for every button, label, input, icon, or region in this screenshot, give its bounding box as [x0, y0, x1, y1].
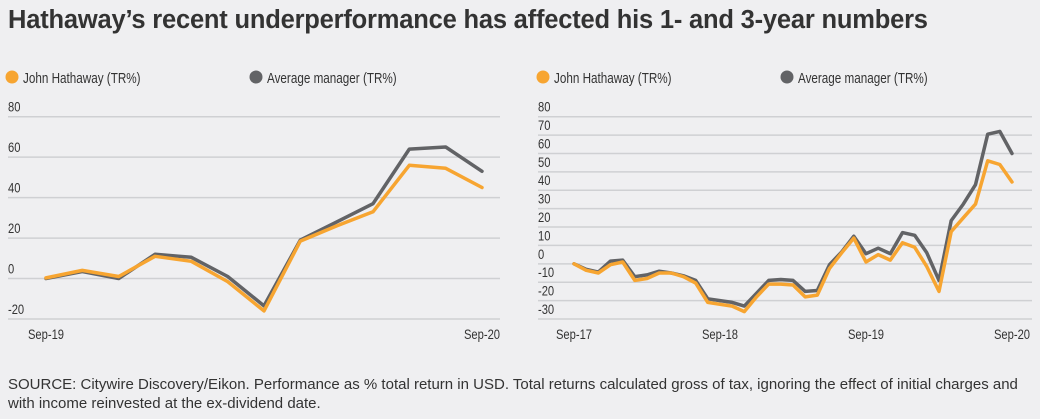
x-tick-label: Sep-17: [556, 327, 592, 342]
y-tick-label: 80: [538, 100, 550, 115]
legend-label: John Hathaway (TR%): [23, 70, 141, 87]
y-tick-label: -20: [8, 302, 24, 317]
legend-label: Average manager (TR%): [798, 70, 928, 87]
x-tick-label: Sep-20: [464, 327, 500, 342]
legend-marker-icon: [780, 70, 794, 84]
legend-label: John Hathaway (TR%): [554, 70, 672, 87]
y-tick-label: 20: [538, 210, 550, 225]
y-tick-label: 50: [538, 155, 550, 170]
legend-marker-icon: [5, 70, 19, 84]
x-tick-label: Sep-20: [994, 327, 1030, 342]
y-tick-label: 80: [8, 100, 20, 115]
y-tick-label: -10: [538, 265, 554, 280]
source-note: SOURCE: Citywire Discovery/Eikon. Perfor…: [8, 376, 1018, 412]
y-tick-label: 40: [8, 180, 20, 195]
y-tick-label: 40: [538, 173, 550, 188]
x-tick-label: Sep-18: [702, 327, 738, 342]
series-line-average-manager: [572, 129, 1014, 308]
y-tick-label: 70: [538, 118, 550, 133]
x-tick-label: Sep-19: [28, 327, 64, 342]
legend-marker-icon: [249, 70, 263, 84]
y-tick-label: -30: [538, 302, 554, 317]
y-tick-label: 10: [538, 228, 550, 243]
legend-marker-icon: [536, 70, 550, 84]
x-tick-label: Sep-19: [848, 327, 884, 342]
legend-label: Average manager (TR%): [267, 70, 397, 87]
chart-title: Hathaway’s recent underperformance has a…: [8, 6, 928, 34]
y-tick-label: 0: [538, 247, 544, 262]
y-tick-label: 60: [8, 140, 20, 155]
y-tick-label: 60: [538, 136, 550, 151]
y-tick-label: 0: [8, 261, 14, 276]
y-tick-label: 20: [8, 221, 20, 236]
series-line-average-manager: [44, 145, 484, 308]
y-tick-label: -20: [538, 283, 554, 298]
y-tick-label: 30: [538, 192, 550, 207]
series-line-hathaway: [572, 159, 1014, 314]
chart-1: 80 60 40 20 0 -20 Sep-19 Sep-20 John Hathaway (T…: [5, 70, 500, 342]
